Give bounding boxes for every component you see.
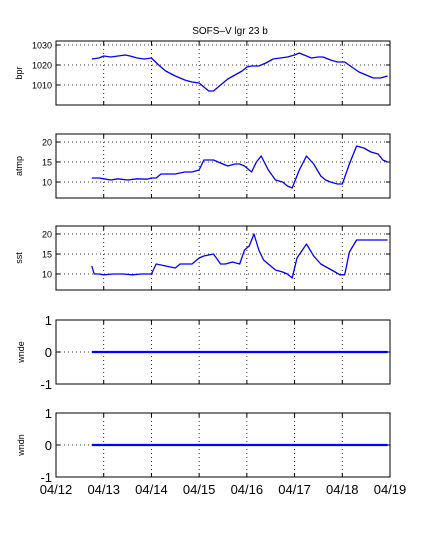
x-tick-label: 04/19 xyxy=(374,482,407,497)
x-tick-label: 04/14 xyxy=(135,482,168,497)
y-tick-label: 20 xyxy=(42,138,52,148)
axes-frame xyxy=(55,133,391,199)
y-tick-label: 15 xyxy=(42,158,52,168)
panel-wnde: -1 0 1 wnde xyxy=(16,313,391,392)
axes-frame xyxy=(55,40,391,106)
y-axis-label: wnde xyxy=(16,341,26,364)
x-tick-label: 04/18 xyxy=(326,482,359,497)
y-tick-label: 0 xyxy=(45,345,52,360)
panel-atmp: 10 15 20 atmp xyxy=(14,133,391,199)
y-tick-label: 1010 xyxy=(32,81,52,91)
axes-frame xyxy=(55,225,391,291)
series-line xyxy=(91,145,388,189)
y-axis-label: atmp xyxy=(14,156,24,176)
series-line xyxy=(91,233,388,279)
y-tick-label: 10 xyxy=(42,270,52,280)
x-tick-label: 04/13 xyxy=(87,482,120,497)
y-tick-label: 1020 xyxy=(32,61,52,71)
y-axis-label: wndn xyxy=(16,434,26,457)
x-tick-label: 04/17 xyxy=(278,482,311,497)
y-tick-label: 10 xyxy=(42,178,52,188)
y-tick-label: -1 xyxy=(40,470,52,485)
panel-bpr: 1010 1020 1030 bpr xyxy=(14,40,391,106)
y-tick-label: 15 xyxy=(42,250,52,260)
x-tick-label: 04/15 xyxy=(183,482,216,497)
y-tick-label: 1 xyxy=(45,406,52,421)
y-tick-label: 1 xyxy=(45,313,52,328)
x-tick-label: 04/12 xyxy=(40,482,73,497)
figure-title: SOFS–V lgr 23 b xyxy=(192,26,268,37)
panel-wndn: -1 0 1 wndn xyxy=(16,406,391,485)
y-tick-label: -1 xyxy=(40,377,52,392)
y-axis-label: sst xyxy=(14,252,24,264)
y-axis-label: bpr xyxy=(14,66,24,79)
x-tick-label: 04/16 xyxy=(231,482,264,497)
y-tick-label: 1030 xyxy=(32,41,52,51)
y-tick-label: 0 xyxy=(45,438,52,453)
y-tick-label: 20 xyxy=(42,230,52,240)
panel-sst: 10 15 20 sst xyxy=(14,225,391,291)
subplots: 101010201030bpr101520atmp101520sst-101wn… xyxy=(14,40,407,497)
series-line xyxy=(91,52,388,92)
